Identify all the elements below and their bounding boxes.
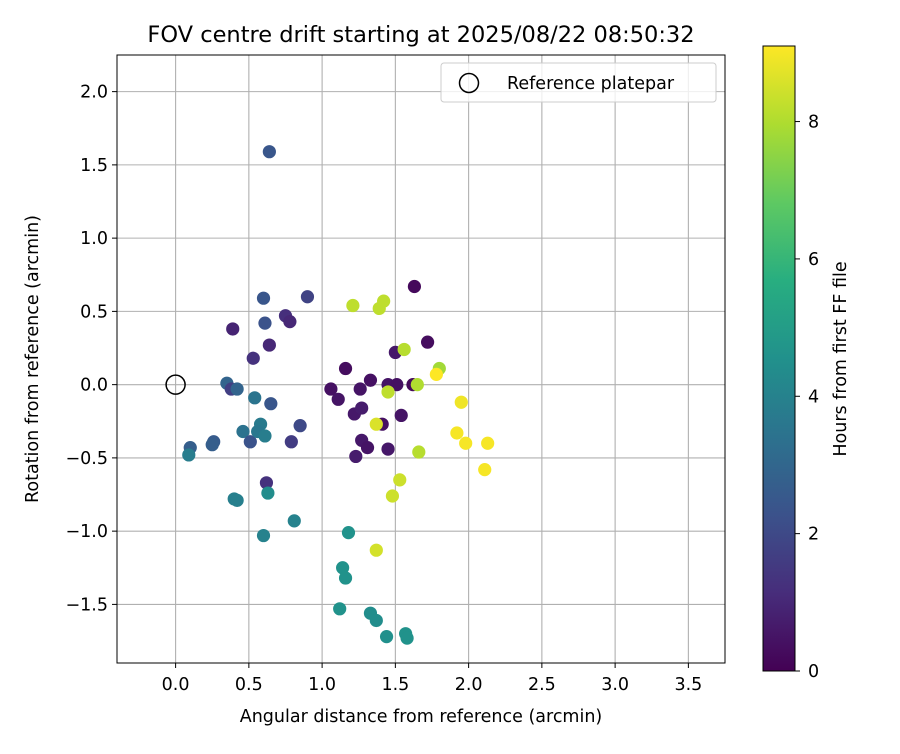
scatter-point — [248, 391, 262, 405]
legend-label: Reference platepar — [507, 74, 675, 94]
scatter-point — [372, 301, 386, 316]
y-tick-label: 0.5 — [80, 302, 108, 322]
x-tick-label: 2.0 — [455, 675, 483, 695]
scatter-point — [353, 382, 367, 396]
scatter-point — [410, 378, 424, 392]
y-tick-label: −0.5 — [66, 449, 109, 469]
scatter-point — [300, 290, 315, 304]
scatter-point — [481, 436, 495, 450]
scatter-point — [478, 463, 492, 477]
scatter-point — [262, 338, 276, 352]
y-tick-label: 1.0 — [80, 229, 108, 249]
scatter-point — [243, 435, 257, 449]
x-tick-label: 3.5 — [674, 675, 702, 695]
scatter-point — [261, 486, 275, 500]
colorbar-tick-label: 8 — [808, 113, 819, 133]
y-tick-label: 2.0 — [80, 83, 108, 103]
scatter-point — [226, 322, 240, 336]
colorbar-tick-label: 4 — [808, 387, 819, 407]
scatter-point — [450, 426, 464, 440]
y-axis: −1.5 −1.0 −0.5 0.0 0.5 1.0 1.5 2.0 — [66, 83, 117, 615]
y-axis-label: Rotation from reference (arcmin) — [23, 215, 43, 503]
scatter-point — [293, 419, 307, 433]
colorbar-ticks: 0 2 4 6 8 — [795, 113, 819, 682]
scatter-point — [381, 442, 395, 456]
y-tick-label: −1.0 — [66, 522, 109, 542]
scatter-point — [394, 408, 408, 423]
scatter-point — [258, 429, 272, 443]
x-tick-label: 0.0 — [162, 675, 190, 695]
x-axis: 0.0 0.5 1.0 1.5 2.0 2.5 3.0 3.5 — [162, 663, 702, 695]
scatter-point — [454, 395, 468, 409]
scatter-point — [429, 367, 443, 381]
colorbar: 0 2 4 6 8 Hours from first FF file — [762, 45, 851, 682]
legend-marker — [458, 72, 480, 94]
x-tick-label: 1.0 — [308, 675, 336, 695]
scatter-point — [390, 378, 404, 392]
scatter-point — [182, 448, 196, 462]
scatter-point — [420, 335, 435, 349]
scatter-point — [338, 361, 353, 376]
legend-box — [440, 62, 717, 103]
scatter-point — [349, 449, 363, 464]
scatter-point — [287, 514, 301, 528]
scatter-point — [256, 291, 271, 305]
colorbar-tick-label: 2 — [808, 525, 819, 545]
scatter-point — [346, 298, 360, 313]
scatter-point — [230, 382, 244, 396]
scatter-point — [369, 543, 383, 557]
scatter-point — [284, 435, 298, 449]
scatter-point — [459, 436, 473, 450]
colorbar-gradient — [762, 45, 796, 672]
scatter-point — [205, 438, 219, 452]
scatter-point — [369, 417, 383, 431]
scatter-point — [258, 316, 272, 330]
y-tick-label: 1.5 — [80, 156, 108, 176]
scatter-point — [256, 528, 271, 543]
colorbar-label: Hours from first FF file — [831, 261, 851, 456]
scatter-point — [264, 397, 278, 411]
scatter-point — [283, 315, 297, 329]
data-points — [182, 145, 495, 645]
scatter-point — [407, 279, 422, 294]
legend: Reference platepar — [440, 62, 717, 103]
y-tick-label: 0.0 — [80, 376, 108, 396]
scatter-point — [236, 424, 250, 439]
scatter-point — [336, 561, 350, 575]
scatter-point — [324, 382, 338, 396]
x-tick-label: 2.5 — [528, 675, 556, 695]
scatter-point — [262, 145, 276, 159]
scatter-point — [360, 441, 375, 455]
scatter-point — [338, 571, 353, 585]
scatter-point — [259, 476, 274, 490]
scatter-point — [333, 602, 347, 616]
plot-frame — [116, 54, 726, 664]
x-axis-label: Angular distance from reference (arcmin) — [240, 707, 603, 727]
colorbar-tick-label: 0 — [808, 662, 819, 682]
scatter-point — [393, 473, 407, 487]
scatter-point — [363, 373, 378, 387]
reference-point — [165, 374, 186, 395]
scatter-point — [246, 351, 260, 365]
scatter-point — [412, 445, 426, 459]
x-tick-label: 3.0 — [601, 675, 629, 695]
x-tick-label: 0.5 — [235, 675, 263, 695]
scatter-point — [397, 342, 411, 357]
colorbar-tick-label: 6 — [808, 250, 819, 270]
scatter-point — [355, 401, 369, 415]
scatter-point — [331, 392, 345, 406]
x-tick-label: 1.5 — [381, 675, 409, 695]
chart-title: FOV centre drift starting at 2025/08/22 … — [147, 22, 694, 48]
scatter-point — [381, 385, 395, 399]
reference-marker — [165, 374, 186, 395]
scatter-point — [230, 493, 244, 507]
scatter-point — [379, 630, 394, 644]
scatter-point — [400, 631, 414, 645]
scatter-point — [385, 489, 400, 503]
scatter-point — [369, 613, 383, 628]
scatter-point — [341, 526, 356, 540]
grid — [117, 55, 725, 663]
y-tick-label: −1.5 — [66, 595, 109, 615]
